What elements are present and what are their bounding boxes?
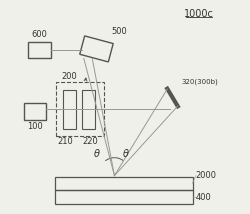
Text: 200: 200 — [61, 72, 77, 81]
Text: 210: 210 — [57, 137, 73, 146]
Bar — [55, 190, 192, 204]
Bar — [24, 103, 46, 120]
Text: 220: 220 — [82, 137, 98, 146]
Text: 100: 100 — [27, 122, 42, 131]
Bar — [82, 90, 96, 129]
Text: θ: θ — [123, 149, 129, 159]
Bar — [55, 177, 192, 190]
Text: θ: θ — [94, 149, 100, 159]
Text: 2000: 2000 — [196, 171, 217, 180]
Bar — [63, 90, 76, 129]
Text: 500: 500 — [111, 27, 127, 36]
Bar — [56, 82, 104, 135]
Text: 600: 600 — [32, 30, 48, 39]
Text: 1000c: 1000c — [184, 9, 214, 19]
Text: 320(300b): 320(300b) — [181, 78, 218, 85]
Bar — [28, 42, 51, 58]
Text: 400: 400 — [196, 193, 212, 202]
